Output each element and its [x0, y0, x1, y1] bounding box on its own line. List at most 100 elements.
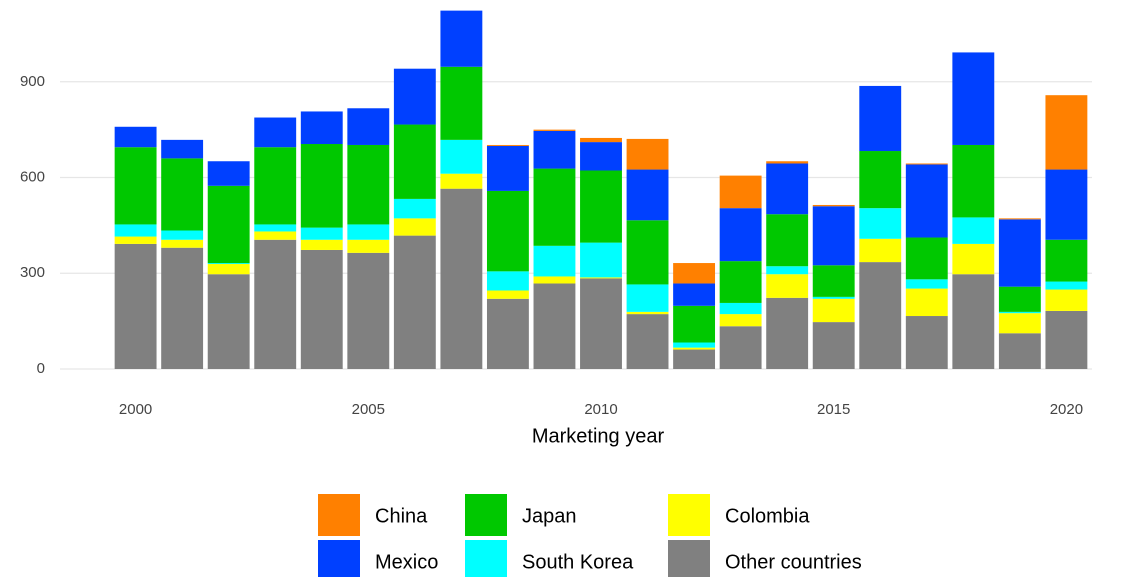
bar-segment: [766, 266, 809, 275]
bar-segment: [486, 290, 529, 299]
bar-segment: [580, 242, 622, 278]
bar-segment: [766, 214, 809, 267]
bar-segment: [207, 264, 250, 275]
bar-segment: [905, 237, 948, 280]
bar-segment: [440, 10, 483, 67]
bar-segment: [207, 274, 250, 369]
bar-segment: [998, 311, 1041, 314]
bar-segment: [300, 111, 343, 145]
legend-swatch: [465, 540, 507, 577]
legend-label: South Korea: [522, 551, 634, 573]
bar-segment: [207, 161, 250, 186]
legend-label: Other countries: [725, 551, 862, 573]
bar-segment: [300, 239, 343, 250]
legend-label: Colombia: [725, 505, 810, 527]
bar-segment: [300, 227, 343, 240]
x-tick-label: 2010: [584, 401, 617, 418]
bar-segment: [952, 217, 995, 244]
legend-swatch: [668, 494, 710, 536]
x-tick-label: 2005: [352, 401, 385, 418]
bar-segment: [812, 206, 855, 266]
bar-segment: [1045, 169, 1088, 240]
bar-segment: [580, 278, 622, 369]
legend-label: China: [375, 505, 428, 527]
bar-segment: [393, 198, 436, 219]
bar-segment: [812, 296, 855, 299]
bar-segment: [719, 261, 762, 303]
bar-segment: [114, 224, 157, 237]
bar-segment: [393, 68, 436, 125]
bar-segment: [719, 326, 762, 369]
bar-segment: [161, 230, 204, 240]
x-axis-title: Marketing year: [532, 425, 665, 447]
bar-segment: [673, 349, 716, 369]
bar-segment: [161, 247, 204, 369]
legend-swatch: [318, 540, 360, 577]
bar-segment: [905, 279, 948, 289]
bar-segment: [347, 252, 390, 369]
bar-segment: [766, 161, 809, 164]
bar-segment: [161, 139, 204, 159]
legend-swatch: [465, 494, 507, 536]
bar-segment: [486, 298, 529, 369]
bar-segment: [766, 163, 809, 215]
legend-swatch: [668, 540, 710, 577]
bar-segment: [1045, 95, 1088, 170]
bar-segment: [952, 274, 995, 369]
bar-segment: [1045, 289, 1088, 311]
bar-segment: [719, 302, 762, 315]
bar-segment: [859, 238, 902, 263]
bar-segment: [580, 170, 622, 243]
bar-segment: [533, 283, 576, 369]
bar-segment: [673, 263, 716, 284]
bar-segment: [998, 218, 1041, 220]
bar-segment: [626, 284, 669, 312]
bar-segment: [952, 52, 995, 145]
bar-segment: [440, 139, 483, 174]
bar-segment: [486, 145, 529, 191]
bar-segment: [812, 298, 855, 323]
bar-segment: [440, 173, 483, 189]
bar-segment: [347, 224, 390, 240]
bar-segment: [347, 144, 390, 225]
bar-segment: [998, 333, 1041, 369]
bar-segment: [766, 274, 809, 298]
bar-segment: [393, 235, 436, 369]
bar-segment: [533, 245, 576, 277]
bar-segment: [254, 117, 297, 148]
bar-segment: [393, 218, 436, 236]
bar-segment: [207, 185, 250, 264]
bar-segment: [905, 163, 948, 165]
bar-segment: [812, 322, 855, 369]
bar-segment: [719, 314, 762, 327]
bar-segment: [952, 243, 995, 275]
legend-label: Japan: [522, 505, 577, 527]
y-tick-label: 600: [20, 168, 45, 185]
bar-segment: [998, 286, 1041, 312]
x-tick-label: 2020: [1050, 401, 1083, 418]
bar-segment: [580, 137, 622, 143]
bar-segment: [300, 249, 343, 369]
bar-segment: [393, 124, 436, 199]
bar-segment: [1045, 310, 1088, 369]
bar-segment: [673, 283, 716, 306]
bar-segment: [1045, 239, 1088, 282]
bar-segment: [486, 144, 529, 146]
bar-segment: [905, 164, 948, 238]
bar-segment: [300, 144, 343, 228]
bar-segment: [440, 66, 483, 140]
y-tick-label: 0: [37, 360, 45, 377]
bar-segment: [533, 276, 576, 284]
legend-label: Mexico: [375, 551, 438, 573]
bar-segment: [347, 239, 390, 253]
bar-segment: [254, 147, 297, 225]
bar-segment: [161, 239, 204, 248]
legend-swatch: [318, 494, 360, 536]
bar-segment: [673, 305, 716, 343]
bar-segment: [114, 243, 157, 369]
bar-segment: [673, 342, 716, 348]
bar-segment: [580, 142, 622, 171]
bar-segment: [859, 151, 902, 209]
bar-segment: [580, 277, 622, 279]
